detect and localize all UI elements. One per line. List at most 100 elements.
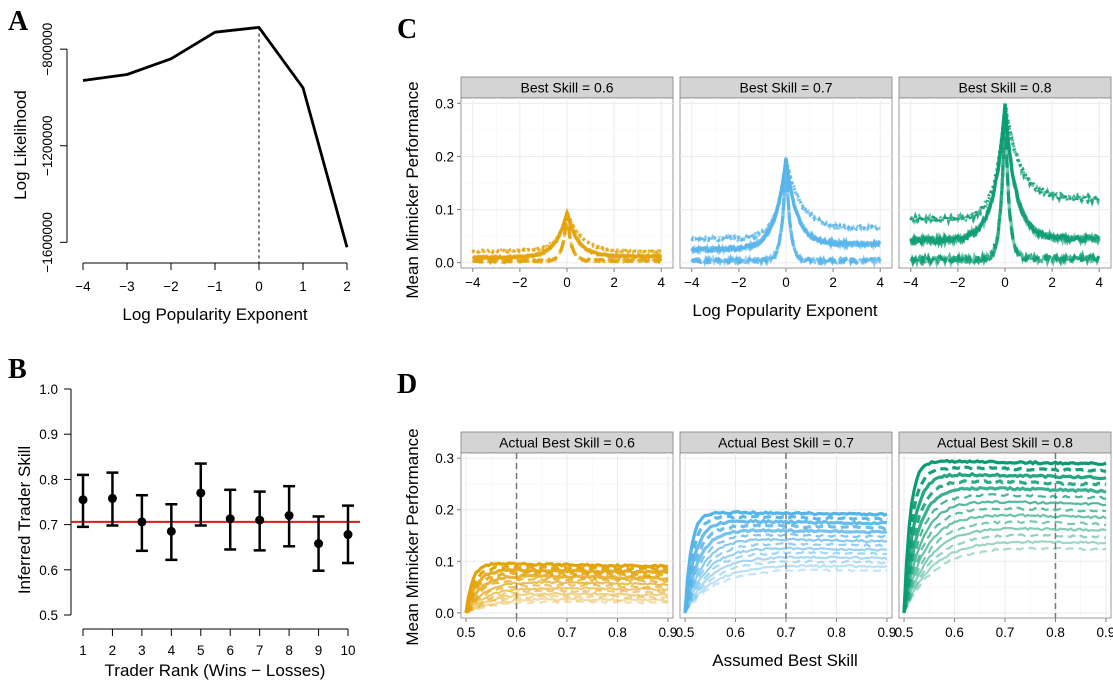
x-tick-label: 2 — [1048, 275, 1056, 290]
performance-line — [465, 586, 669, 614]
performance-line — [683, 533, 888, 613]
performance-line — [902, 533, 1107, 614]
performance-line — [683, 537, 888, 614]
performance-line — [465, 580, 668, 613]
x-tick-label: 0.9 — [659, 625, 678, 640]
x-tick-label: 0.9 — [1097, 625, 1113, 640]
performance-line — [902, 513, 1107, 614]
x-tick-label: 0 — [1001, 275, 1009, 290]
panel-label-c: C — [397, 14, 417, 45]
x-tick-label: 0.8 — [608, 625, 627, 640]
performance-line — [902, 520, 1107, 614]
panel-c-xlabel: Log Popularity Exponent — [692, 301, 878, 320]
performance-line — [465, 597, 668, 614]
performance-line — [902, 499, 1107, 613]
x-tick-label: −3 — [119, 279, 134, 294]
x-tick-label: −4 — [903, 275, 919, 290]
performance-line — [684, 563, 888, 614]
panel-label-d: D — [397, 369, 417, 400]
x-tick-label: 4 — [657, 275, 665, 290]
performance-line — [690, 159, 882, 267]
panel-c-chart: Best Skill = 0.6 −4 −2 0 2 4 0.0 0.1 0.2 0.3 Best … — [435, 76, 1112, 290]
performance-line — [691, 157, 882, 245]
x-tick-label: 2 — [610, 275, 618, 290]
x-tick-label: −4 — [465, 275, 481, 290]
y-tick-label: 0.0 — [435, 606, 454, 621]
performance-line — [472, 212, 662, 265]
x-tick-label: 4 — [168, 643, 176, 658]
x-tick-label: 8 — [285, 643, 293, 658]
x-tick-label: 0 — [782, 275, 790, 290]
x-tick-label: 0.6 — [945, 625, 964, 640]
x-tick-label: 1 — [299, 279, 307, 294]
facet-lines — [902, 453, 1107, 618]
facet-lines — [690, 155, 882, 268]
skill-point — [78, 495, 88, 505]
facet-strip-label: Best Skill = 0.8 — [959, 80, 1052, 96]
facet-strip-label: Actual Best Skill = 0.8 — [937, 435, 1073, 451]
x-tick-label: 1 — [79, 643, 87, 658]
performance-line — [683, 518, 888, 613]
y-tick-label: −1600000 — [40, 212, 55, 272]
y-tick-label: 0.7 — [39, 518, 58, 533]
performance-line — [902, 546, 1107, 614]
x-tick-label: 2 — [109, 643, 117, 658]
y-tick-label: −1200000 — [40, 116, 55, 176]
skill-point — [196, 488, 206, 498]
performance-line — [684, 555, 888, 614]
performance-line — [902, 458, 1107, 613]
performance-line — [465, 582, 669, 613]
performance-line — [465, 588, 669, 614]
panel-b-ylabel: Inferred Trader Skill — [15, 446, 34, 594]
performance-line — [902, 485, 1107, 613]
x-tick-label: 10 — [340, 643, 355, 658]
panel-b-chart: 0.5 0.6 0.7 0.8 0.9 1.0 1 2 3 4 5 6 7 8 9 10 — [39, 382, 360, 658]
y-tick-label: 0.3 — [435, 96, 454, 111]
skill-point — [314, 539, 324, 549]
performance-line — [902, 506, 1107, 613]
x-tick-label: 0.5 — [895, 625, 914, 640]
performance-line — [909, 101, 1101, 227]
x-tick-label: −2 — [731, 275, 746, 290]
panel-d-ylabel: Mean Mimicker Performance — [403, 428, 422, 645]
x-tick-label: −2 — [512, 275, 527, 290]
x-tick-label: −2 — [950, 275, 965, 290]
x-tick-label: 0 — [255, 279, 263, 294]
panel-d-xlabel: Assumed Best Skill — [712, 651, 858, 670]
facet-lines — [464, 453, 669, 618]
panel-b-xlabel: Trader Rank (Wins − Losses) — [105, 661, 326, 680]
x-tick-label: 4 — [876, 275, 884, 290]
performance-line — [690, 158, 881, 268]
x-tick-label: 0.6 — [507, 625, 526, 640]
performance-line — [471, 207, 663, 256]
x-tick-label: −4 — [75, 279, 91, 294]
performance-line — [464, 570, 669, 613]
facet-lines — [683, 453, 888, 618]
performance-line — [464, 567, 669, 614]
y-tick-label: 0.1 — [435, 203, 454, 218]
y-tick-label: 0.2 — [435, 503, 454, 518]
panel-a-ylabel: Log Likelihood — [11, 90, 30, 200]
performance-line — [464, 564, 669, 614]
x-tick-label: 7 — [256, 643, 264, 658]
y-tick-label: 0.3 — [435, 451, 454, 466]
x-tick-label: 0.7 — [996, 625, 1015, 640]
x-tick-label: 2 — [343, 279, 351, 294]
panel-d-chart: Actual Best Skill = 0.60.5 0.6 0.7 0.8 0.90.… — [435, 431, 1113, 640]
x-tick-label: −1 — [207, 279, 222, 294]
y-tick-label: 0.1 — [435, 554, 454, 569]
y-tick-label: 0.8 — [39, 472, 58, 487]
panel-label-a: A — [8, 6, 29, 37]
likelihood-line — [82, 25, 349, 248]
performance-line — [465, 591, 669, 614]
performance-line — [683, 514, 888, 613]
performance-line — [683, 542, 888, 614]
skill-point — [166, 526, 176, 536]
performance-line — [909, 103, 1100, 268]
y-tick-label: −800000 — [40, 23, 55, 76]
performance-line — [683, 523, 888, 613]
x-tick-label: 0.6 — [726, 625, 745, 640]
x-tick-label: 0.8 — [827, 625, 846, 640]
x-tick-label: −2 — [163, 279, 178, 294]
